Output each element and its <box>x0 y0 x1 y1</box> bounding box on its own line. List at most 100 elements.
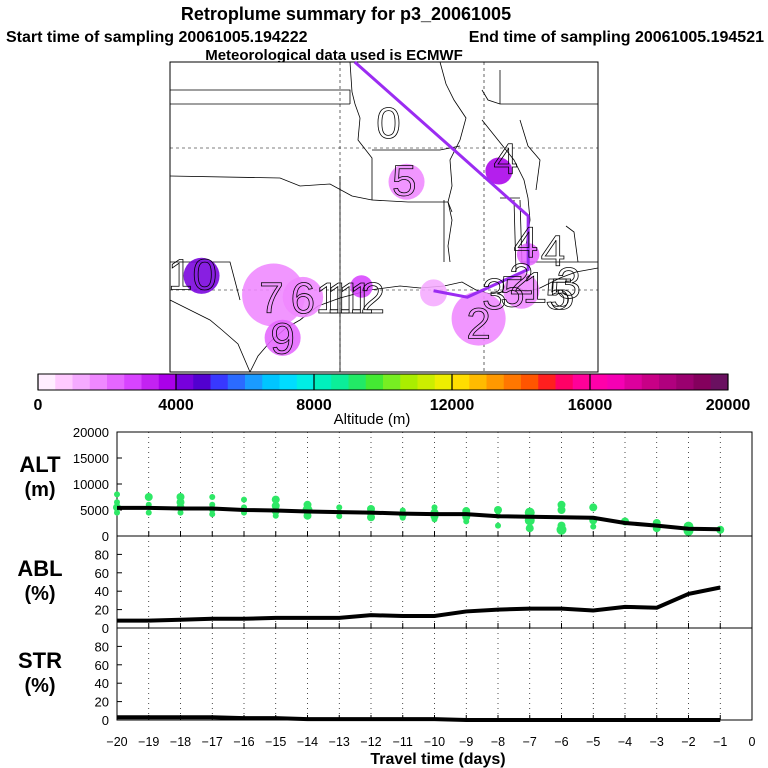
colorbar-segment <box>331 374 349 390</box>
y-axis-unit: (m) <box>24 479 55 501</box>
x-tick-label: −19 <box>138 735 159 749</box>
figure-title: Retroplume summary for p3_20061005 <box>181 4 511 24</box>
altitude-particle-point <box>272 512 279 519</box>
y-axis-unit: (%) <box>24 583 55 605</box>
altitude-particle-point <box>494 506 502 514</box>
map-day-label: 1 <box>349 274 373 323</box>
alt-series-line <box>117 505 721 532</box>
map-day-label: 2 <box>509 255 533 304</box>
x-tick-label: −20 <box>106 735 127 749</box>
colorbar-tick-label: 4000 <box>158 397 194 414</box>
map-day-label: 2 <box>466 300 490 349</box>
colorbar-tick-label: 0 <box>34 397 43 414</box>
map-day-label: 5 <box>392 156 416 205</box>
x-tick-label: −5 <box>586 735 600 749</box>
map-day-label: 3 <box>556 259 580 308</box>
x-axis-title: Travel time (days) <box>370 751 505 768</box>
plume-centroid-day-2 <box>451 291 506 346</box>
colorbar-segment <box>365 374 384 390</box>
alt-panel: 0 5000 10000 15000 20000 ALT(m) <box>19 425 753 544</box>
map-day-label: 10 <box>168 251 217 300</box>
start-time-label: Start time of sampling 20061005.194222 <box>6 29 308 46</box>
y-tick-label: 10000 <box>73 477 109 492</box>
x-tick-label: −8 <box>491 735 505 749</box>
map-day-label: 4 <box>493 135 517 184</box>
map-day-label: 4 <box>541 227 565 276</box>
y-tick-label: 80 <box>95 547 109 562</box>
colorbar-segment <box>572 374 591 390</box>
map-day-label: 1 <box>338 274 362 323</box>
colorbar-segment <box>89 374 108 390</box>
y-tick-label: 60 <box>95 566 109 581</box>
colorbar-segment <box>124 374 142 390</box>
colorbar-segment <box>158 374 177 390</box>
map-day-label: 1 <box>315 274 339 323</box>
abl-panel: 0 20 40 60 80 ABL(%) <box>17 535 753 636</box>
y-tick-label: 40 <box>95 676 109 691</box>
colorbar-segment <box>538 374 556 390</box>
plume-centroid-day-5 <box>388 163 425 200</box>
altitude-particle-point <box>556 524 567 535</box>
altitude-particle-point <box>525 524 534 533</box>
map-frame <box>169 61 599 373</box>
altitude-particle-point <box>114 491 120 498</box>
colorbar-segment <box>400 374 418 390</box>
colorbar-segment <box>641 374 660 390</box>
altitude-particle-point <box>145 509 152 516</box>
map-day-label: 1 <box>523 263 547 312</box>
colorbar-segment <box>55 374 73 390</box>
plume-centroid-day-7 <box>242 263 306 327</box>
y-tick-label: 5000 <box>80 503 109 518</box>
map-day-label: 5 <box>550 270 574 319</box>
y-axis-unit: (%) <box>24 675 55 697</box>
colorbar-segment <box>296 374 315 390</box>
plume-centroid-day-10 <box>183 257 220 294</box>
colorbar-segment <box>348 374 367 390</box>
y-axis-label: STR <box>18 648 62 673</box>
x-tick-label: −10 <box>424 735 445 749</box>
colorbar-segment <box>107 374 125 390</box>
colorbar-tick-label: 8000 <box>296 397 332 414</box>
altitude-particle-point <box>241 496 247 503</box>
colorbar-segment <box>555 374 574 390</box>
str-series-line <box>117 715 721 722</box>
str-panel: 0 20 40 60 80 STR(%) <box>18 627 753 728</box>
y-tick-label: 40 <box>95 584 109 599</box>
altitude-particle-point <box>463 518 470 525</box>
colorbar-tick-label: 20000 <box>706 397 751 414</box>
map-day-label: 3 <box>482 270 506 319</box>
plume-track-line <box>353 60 530 299</box>
altitude-particle-point <box>114 509 120 516</box>
altitude-particle-point <box>336 513 343 520</box>
map-day-label: 5 <box>500 268 524 317</box>
map-day-label: 0 <box>376 99 400 148</box>
colorbar-segment <box>503 374 522 390</box>
x-tick-label: −9 <box>459 735 473 749</box>
plume-centroid-day-14 <box>485 157 513 185</box>
colorbar-segment <box>383 374 401 390</box>
map-day-label: 5 <box>545 270 569 319</box>
y-tick-label: 20000 <box>73 425 109 440</box>
colorbar-tick-label: 16000 <box>568 397 613 414</box>
y-tick-label: 60 <box>95 658 109 673</box>
x-tick-label: −3 <box>650 735 664 749</box>
colorbar-tick-label: 12000 <box>430 397 475 414</box>
colorbar-segment <box>710 374 729 390</box>
colorbar-segment <box>693 374 712 390</box>
map-day-label: 1 <box>327 274 351 323</box>
colorbar-segment <box>314 374 332 390</box>
plume-centroid-day-12 <box>350 275 373 298</box>
x-tick-label: −1 <box>713 735 727 749</box>
altitude-particle-point <box>144 493 153 501</box>
x-tick-label: −11 <box>393 735 413 749</box>
colorbar-segment <box>279 374 298 390</box>
altitude-particle-point <box>431 516 438 523</box>
colorbar-segment <box>434 374 453 390</box>
colorbar-segment <box>521 374 539 390</box>
altitude-particle-point <box>590 523 597 530</box>
colorbar-segment <box>486 374 505 390</box>
map-day-label: 6 <box>291 274 315 323</box>
x-tick-label: −17 <box>202 735 223 749</box>
